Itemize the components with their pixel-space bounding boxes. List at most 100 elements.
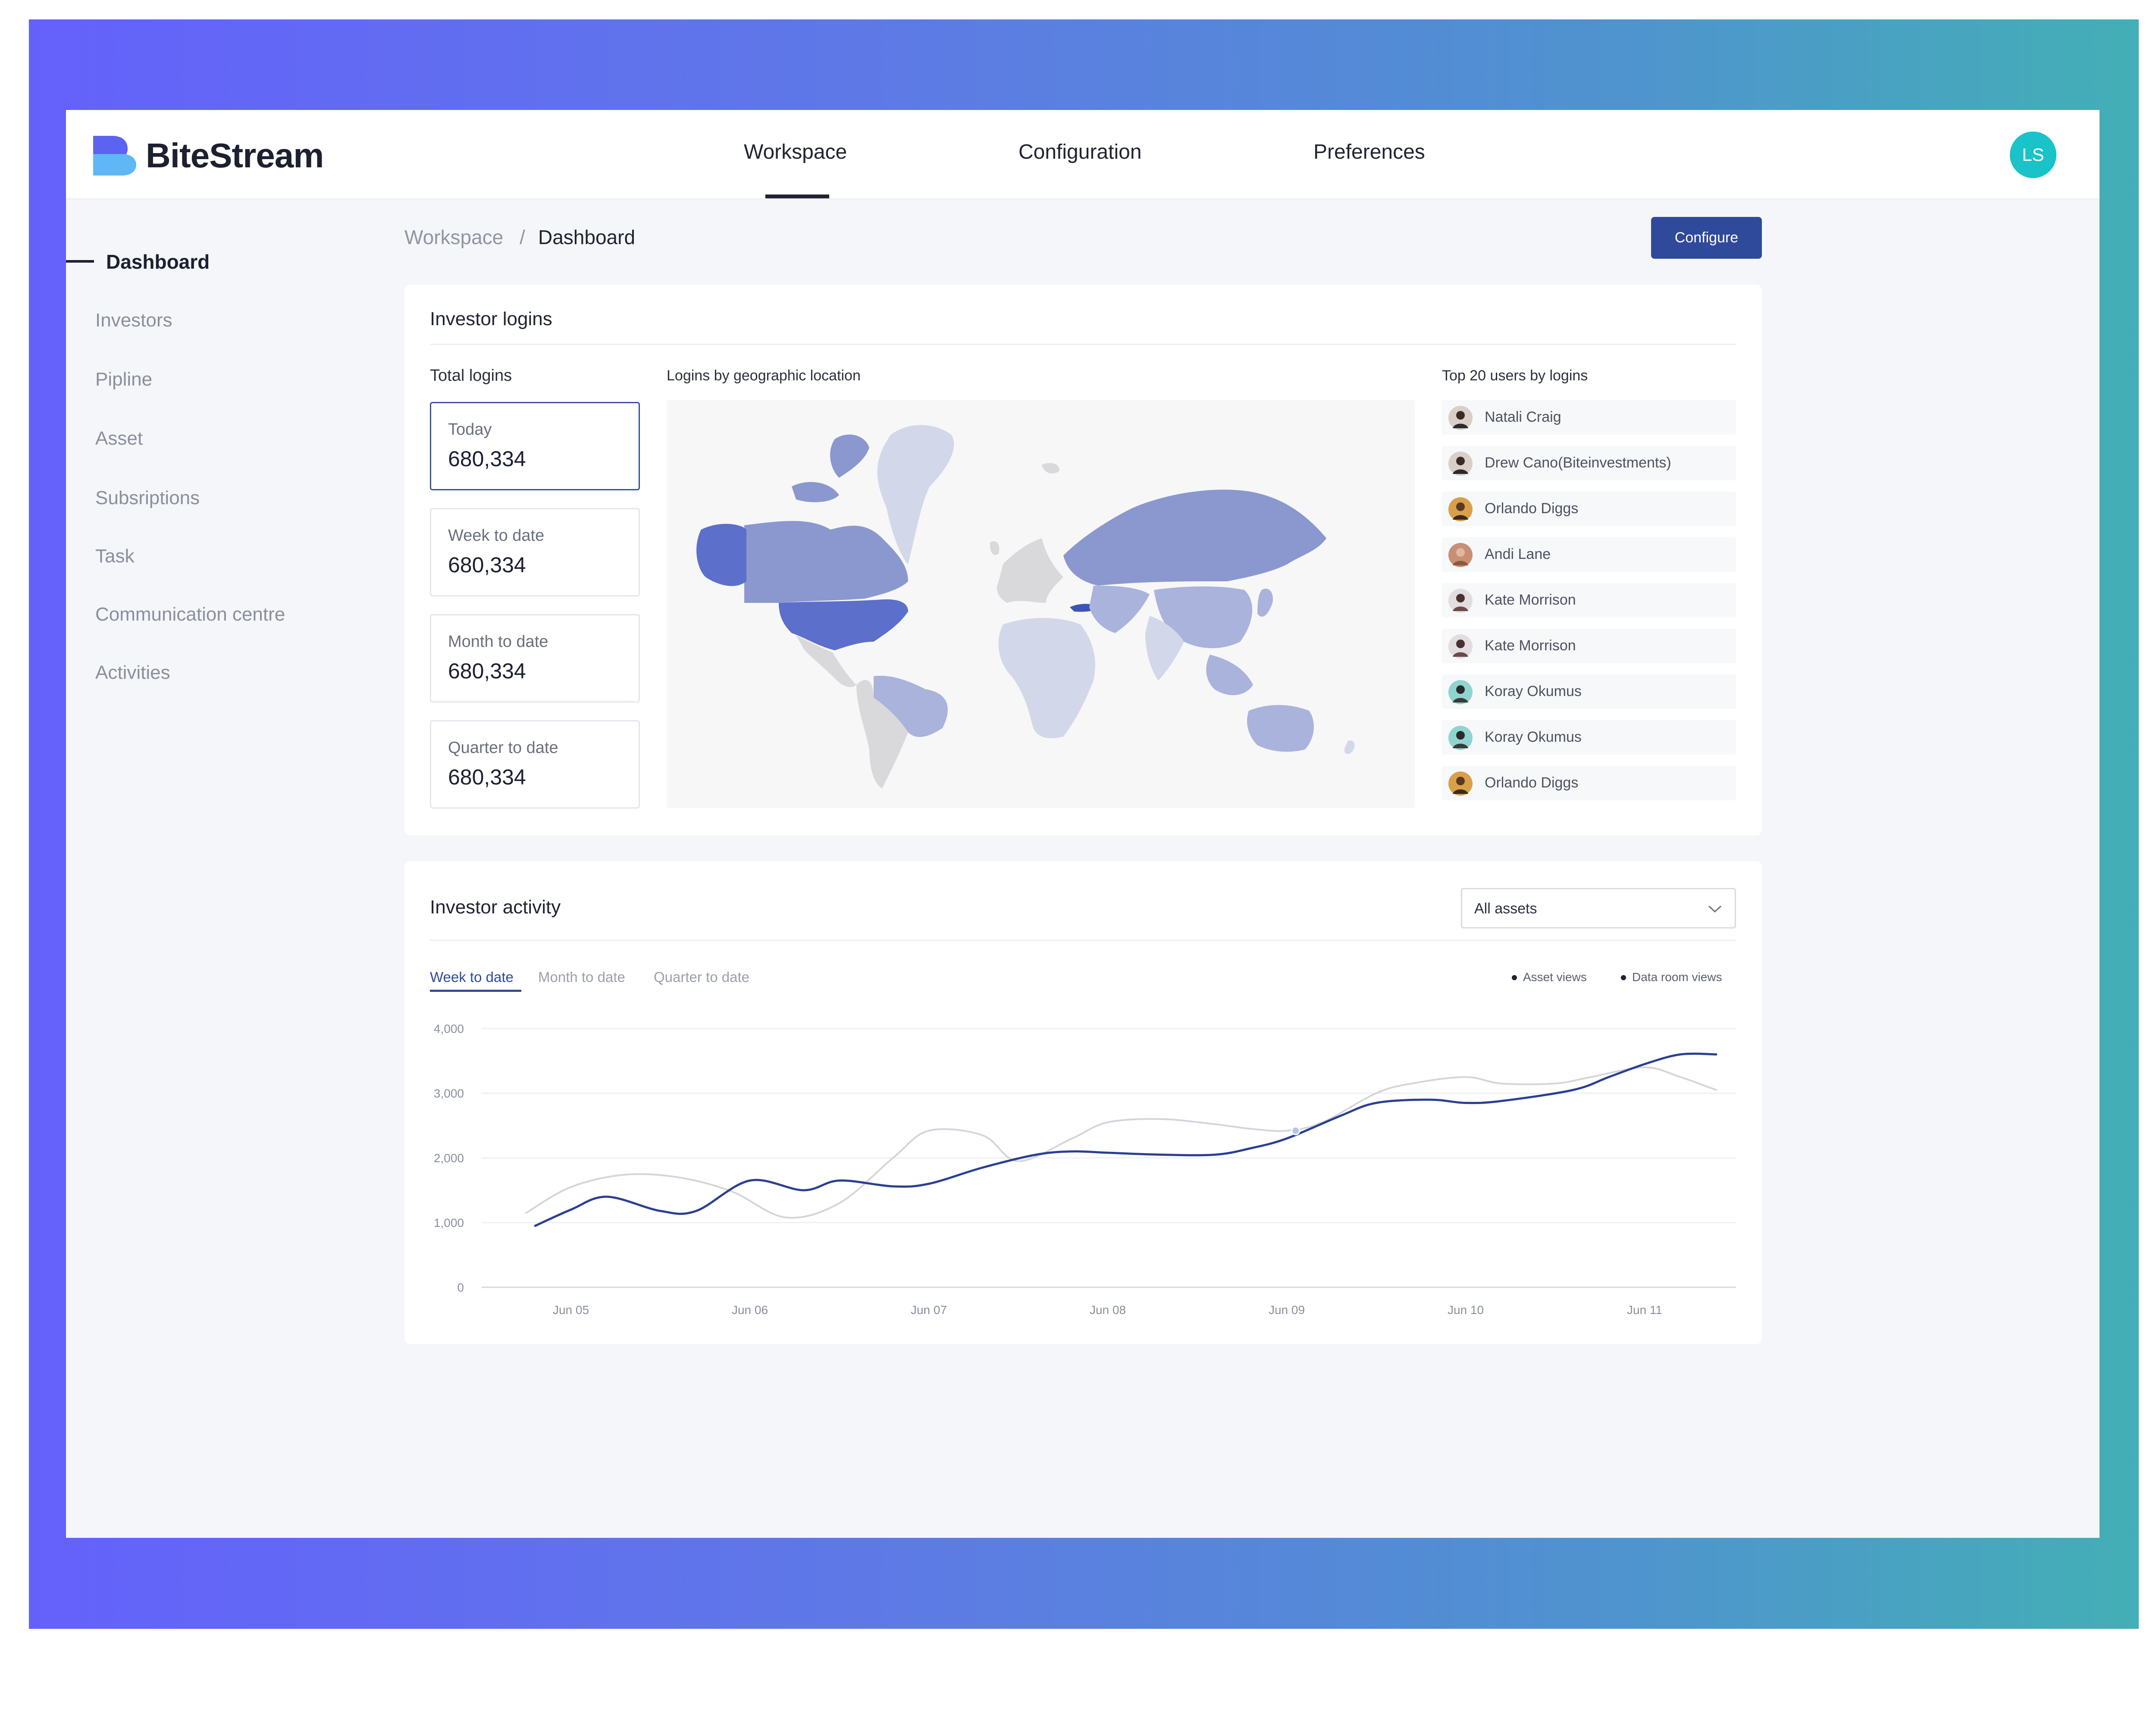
top-users-label: Top 20 users by logins xyxy=(1442,367,1588,384)
tab-quarter-to-date[interactable]: Quarter to date xyxy=(654,969,749,985)
map-region-africa[interactable] xyxy=(998,618,1095,738)
sidebar-item-task[interactable]: Task xyxy=(95,546,135,567)
map-region-europe[interactable] xyxy=(997,538,1063,603)
map-region-middle-east[interactable] xyxy=(1089,586,1150,633)
user-avatar-icon xyxy=(1448,497,1473,521)
x-tick-label: Jun 06 xyxy=(732,1303,768,1317)
stat-label: Today xyxy=(448,420,492,439)
top-user-row[interactable]: Koray Okumus xyxy=(1442,674,1736,709)
stat-value: 680,334 xyxy=(448,447,526,471)
world-map[interactable] xyxy=(667,400,1415,808)
asset-select-value: All assets xyxy=(1474,900,1537,917)
stat-today[interactable]: Today 680,334 xyxy=(430,402,640,490)
map-region-southeast-asia[interactable] xyxy=(1206,655,1253,695)
investor-logins-card: Investor logins Total logins Today 680,3… xyxy=(404,285,1762,835)
top-user-row[interactable]: Natali Craig xyxy=(1442,400,1736,435)
user-avatar-icon xyxy=(1448,772,1473,796)
breadcrumb-current: Dashboard xyxy=(538,226,636,248)
map-region-new-zealand[interactable] xyxy=(1344,740,1355,754)
map-region-arctic-canada[interactable] xyxy=(792,434,869,502)
series-line-data-room-views xyxy=(525,1066,1717,1219)
x-tick-label: Jun 07 xyxy=(911,1303,947,1317)
sidebar-item-investors[interactable]: Investors xyxy=(95,310,172,331)
map-region-australia[interactable] xyxy=(1247,705,1314,752)
active-tab-underline xyxy=(430,990,521,992)
y-tick-label: 0 xyxy=(457,1281,464,1294)
stat-quarter-to-date[interactable]: Quarter to date 680,334 xyxy=(430,720,640,809)
user-avatar-icon xyxy=(1448,634,1473,659)
breadcrumb-workspace[interactable]: Workspace xyxy=(404,226,504,248)
map-label: Logins by geographic location xyxy=(667,367,861,384)
investor-logins-title: Investor logins xyxy=(430,308,552,329)
top-user-row[interactable]: Andi Lane xyxy=(1442,537,1736,572)
legend-dot-data-room-views xyxy=(1621,975,1626,980)
map-region-mexico[interactable] xyxy=(796,635,856,687)
sidebar-item-subsriptions[interactable]: Subsriptions xyxy=(95,487,200,508)
nav-tab-configuration[interactable]: Configuration xyxy=(1018,141,1142,163)
brand-name: BiteStream xyxy=(146,136,324,175)
total-logins-label: Total logins xyxy=(430,367,512,385)
map-region-canada[interactable] xyxy=(744,521,908,603)
legend-asset-views: Asset views xyxy=(1523,970,1587,984)
user-avatar-button[interactable]: LS xyxy=(2010,132,2056,178)
map-region-russia[interactable] xyxy=(1063,489,1326,586)
y-tick-label: 4,000 xyxy=(434,1022,464,1035)
top-user-row[interactable]: Koray Okumus xyxy=(1442,720,1736,755)
map-region-south-america[interactable] xyxy=(856,680,908,788)
map-region-south-asia[interactable] xyxy=(1145,616,1184,681)
map-region-brazil[interactable] xyxy=(874,676,948,737)
y-tick-label: 2,000 xyxy=(434,1151,464,1165)
stat-week-to-date[interactable]: Week to date 680,334 xyxy=(430,508,640,596)
investor-activity-title: Investor activity xyxy=(430,897,561,918)
card-divider xyxy=(430,940,1736,941)
series-line-asset-views xyxy=(534,1052,1717,1227)
chevron-down-icon xyxy=(1708,905,1722,913)
sidebar-item-dashboard[interactable]: Dashboard xyxy=(106,251,210,273)
map-region-alaska[interactable] xyxy=(696,524,746,586)
legend-dot-asset-views xyxy=(1512,975,1517,980)
asset-select[interactable]: All assets xyxy=(1461,888,1736,928)
top-user-row[interactable]: Drew Cano(Biteinvestments) xyxy=(1442,446,1736,480)
user-avatar-icon xyxy=(1448,543,1473,567)
stat-value: 680,334 xyxy=(448,765,526,789)
stat-label: Quarter to date xyxy=(448,739,558,757)
map-region-usa[interactable] xyxy=(779,599,908,650)
sidebar-item-pipline[interactable]: Pipline xyxy=(95,369,153,390)
x-tick-label: Jun 08 xyxy=(1090,1303,1126,1317)
top-user-row[interactable]: Orlando Diggs xyxy=(1442,766,1736,800)
sidebar-item-activities[interactable]: Activities xyxy=(95,662,170,683)
user-name: Kate Morrison xyxy=(1485,592,1576,608)
stat-label: Week to date xyxy=(448,527,545,545)
nav-tab-preferences[interactable]: Preferences xyxy=(1313,141,1425,163)
map-region-iceland[interactable] xyxy=(1042,463,1059,474)
tab-week-to-date[interactable]: Week to date xyxy=(430,969,514,985)
top-user-row[interactable]: Orlando Diggs xyxy=(1442,492,1736,526)
card-divider xyxy=(430,344,1736,345)
top-user-row[interactable]: Kate Morrison xyxy=(1442,629,1736,663)
user-avatar-icon xyxy=(1448,680,1473,704)
breadcrumb-separator: / xyxy=(520,226,525,248)
y-tick-label: 3,000 xyxy=(434,1087,464,1100)
configure-button[interactable]: Configure xyxy=(1651,217,1762,259)
investor-activity-card: Investor activity All assets Week to dat… xyxy=(404,861,1762,1344)
map-region-japan[interactable] xyxy=(1257,588,1273,617)
map-region-greenland[interactable] xyxy=(877,425,954,565)
user-name: Koray Okumus xyxy=(1485,729,1582,745)
map-region-uk[interactable] xyxy=(990,541,1000,555)
user-name: Orlando Diggs xyxy=(1485,775,1579,791)
sidebar-active-indicator xyxy=(66,260,94,263)
active-tab-indicator xyxy=(765,194,829,198)
nav-tab-workspace[interactable]: Workspace xyxy=(744,141,847,163)
stat-value: 680,334 xyxy=(448,553,526,577)
legend-data-room-views: Data room views xyxy=(1632,970,1722,984)
top-user-row[interactable]: Kate Morrison xyxy=(1442,583,1736,618)
sidebar-item-communication-centre[interactable]: Communication centre xyxy=(95,604,285,625)
stat-month-to-date[interactable]: Month to date 680,334 xyxy=(430,614,640,703)
user-avatar-icon xyxy=(1448,452,1473,476)
top-bar: BiteStream Workspace Configuration Prefe… xyxy=(66,110,2100,199)
user-name: Drew Cano(Biteinvestments) xyxy=(1485,455,1671,471)
tab-month-to-date[interactable]: Month to date xyxy=(538,969,625,985)
x-tick-label: Jun 11 xyxy=(1627,1303,1662,1317)
sidebar-item-asset[interactable]: Asset xyxy=(95,428,143,449)
map-region-china[interactable] xyxy=(1154,586,1253,648)
